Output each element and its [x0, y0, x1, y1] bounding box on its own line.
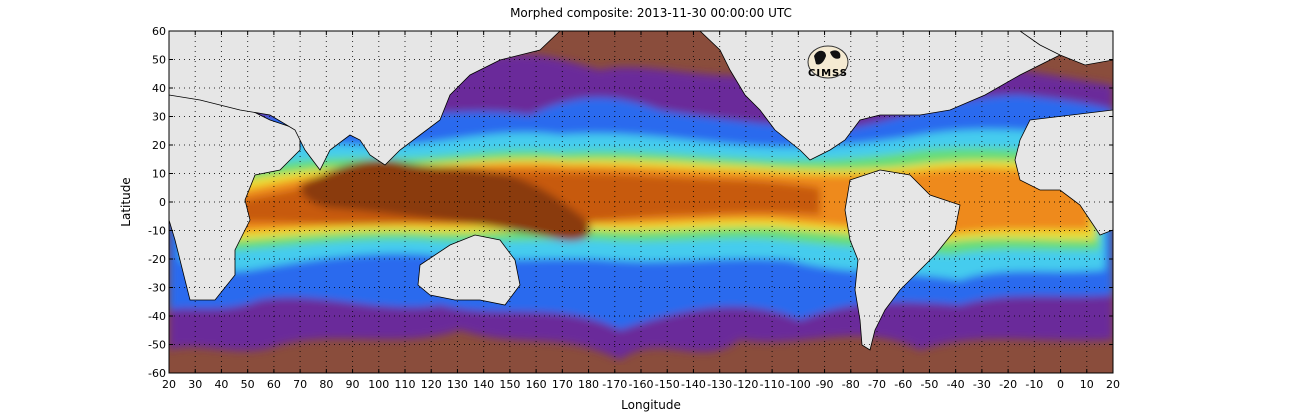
- x-tick-label: -40: [947, 378, 965, 391]
- x-tick-label: -10: [1025, 378, 1043, 391]
- land-greenland: [1019, 31, 1113, 66]
- x-tick-label: 80: [319, 378, 333, 391]
- x-tick-label: -100: [786, 378, 811, 391]
- x-axis-label: Longitude: [621, 398, 681, 412]
- x-tick-label: 20: [1106, 378, 1120, 391]
- x-tick-label: 140: [473, 378, 494, 391]
- x-tick-label: -130: [707, 378, 732, 391]
- y-tick-label: -40: [148, 310, 166, 323]
- x-tick-label: -140: [681, 378, 706, 391]
- cimss-logo-icon: [807, 45, 849, 79]
- x-tick-label: 160: [526, 378, 547, 391]
- y-tick-label: 50: [152, 54, 166, 67]
- y-tick-label: -10: [148, 225, 166, 238]
- gridlines: [169, 31, 1113, 373]
- x-tick-label: 100: [368, 378, 389, 391]
- x-tick-label: 180: [578, 378, 599, 391]
- x-tick-label: -160: [629, 378, 654, 391]
- axis-ticks: [168, 30, 1114, 374]
- x-tick-label: 120: [421, 378, 442, 391]
- x-tick-label: 10: [1080, 378, 1094, 391]
- x-tick-label: -90: [816, 378, 834, 391]
- x-tick-labels: 20 30 40 50 60 70 80 90 100 110 120 130 140 150 160 170…: [162, 378, 1120, 391]
- y-tick-label: 40: [152, 82, 166, 95]
- x-tick-label: 40: [214, 378, 228, 391]
- y-tick-label: -30: [148, 282, 166, 295]
- brown-band: [300, 159, 591, 241]
- x-tick-label: 110: [395, 378, 416, 391]
- land-eurasia: [169, 31, 561, 171]
- y-tick-label: 30: [152, 111, 166, 124]
- x-tick-label: 50: [241, 378, 255, 391]
- x-tick-label: -80: [842, 378, 860, 391]
- y-tick-label: -50: [148, 339, 166, 352]
- x-tick-label: -150: [655, 378, 680, 391]
- x-tick-label: 130: [447, 378, 468, 391]
- x-tick-label: 60: [267, 378, 281, 391]
- x-tick-label: -30: [973, 378, 991, 391]
- x-tick-label: -50: [920, 378, 938, 391]
- y-tick-labels: 60 50 40 30 20 10 0 -10 -20 -30 -40 -50 -60: [148, 25, 166, 380]
- y-tick-label: 0: [159, 196, 166, 209]
- y-tick-label: 60: [152, 25, 166, 38]
- cimss-logo: CIMSS: [800, 44, 856, 84]
- x-tick-label: -120: [733, 378, 758, 391]
- x-tick-label: -170: [602, 378, 627, 391]
- y-tick-label: -60: [148, 367, 166, 380]
- x-tick-label: 20: [162, 378, 176, 391]
- x-tick-label: -110: [760, 378, 785, 391]
- plot-area: [169, 31, 1113, 373]
- y-tick-label: 20: [152, 139, 166, 152]
- x-tick-label: 170: [552, 378, 573, 391]
- x-tick-label: -60: [894, 378, 912, 391]
- y-tick-label: -20: [148, 253, 166, 266]
- y-axis-label: Latitude: [119, 177, 133, 227]
- x-tick-label: -70: [868, 378, 886, 391]
- x-tick-label: 0: [1057, 378, 1064, 391]
- x-tick-label: 70: [293, 378, 307, 391]
- y-tick-label: 10: [152, 168, 166, 181]
- chart-title: Morphed composite: 2013-11-30 00:00:00 U…: [510, 6, 792, 20]
- land-africa-east: [1014, 109, 1113, 236]
- x-tick-label: 30: [188, 378, 202, 391]
- land-south-america: [844, 169, 961, 351]
- logo-text: CIMSS: [808, 68, 848, 79]
- x-tick-label: -20: [999, 378, 1017, 391]
- x-tick-label: 90: [346, 378, 360, 391]
- x-tick-label: 150: [499, 378, 520, 391]
- land-north-america: [699, 31, 1081, 161]
